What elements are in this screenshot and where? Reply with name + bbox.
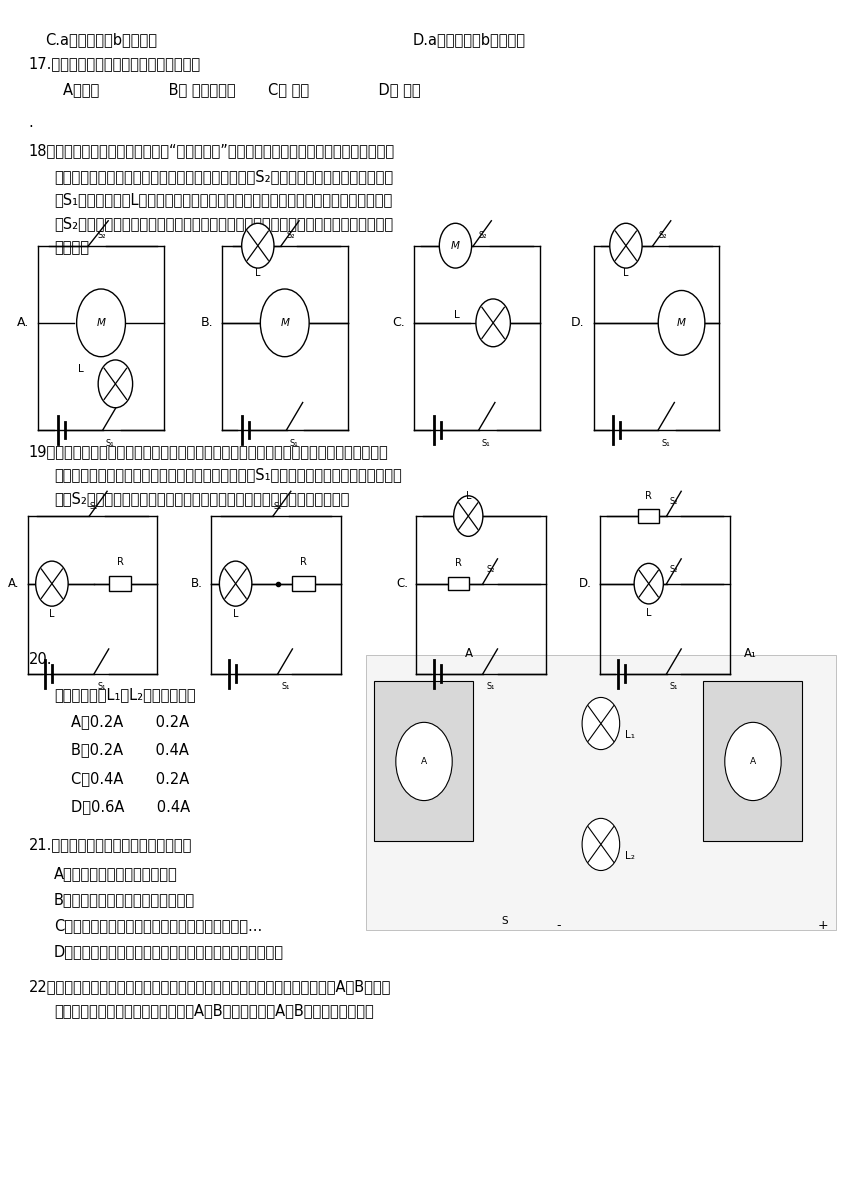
Circle shape [582,698,620,749]
Text: L: L [646,607,652,618]
Circle shape [634,563,663,604]
FancyBboxPatch shape [366,655,836,930]
Circle shape [35,561,68,606]
Text: 关S₁闭合，指示灯L亮，但电机不工作；从车头取出头盔并戴上后，头盔内遥控设备遥: 关S₁闭合，指示灯L亮，但电机不工作；从车头取出头盔并戴上后，头盔内遥控设备遥 [54,193,392,207]
Text: .: . [28,116,34,130]
Text: C.: C. [392,317,405,330]
Text: S₁: S₁ [482,438,490,448]
Circle shape [261,289,309,356]
Text: L: L [624,268,629,278]
Text: 18．张明同学发现，未戴头盔骑行“共享助力车”存在安全隐患。于是他设计以下改进方案：: 18．张明同学发现，未戴头盔骑行“共享助力车”存在安全隐患。于是他设计以下改进方… [28,143,395,157]
Text: S₂: S₂ [90,501,98,511]
Text: A．长度长的导体，电阔一定大: A．长度长的导体，电阔一定大 [54,866,178,881]
Circle shape [725,723,781,800]
Text: M: M [677,318,686,328]
Text: L: L [78,364,84,374]
Text: M: M [96,318,106,328]
Text: C．导体的电阔由其两端的电压和通过的电流来决...: C．导体的电阔由其两端的电压和通过的电流来决... [54,918,262,933]
Text: -: - [556,918,561,931]
Text: M: M [451,241,460,250]
Text: S₁: S₁ [661,438,670,448]
Bar [108,576,132,591]
Text: 22．如图所示，用同种材料制成两段长度相等，横截面积不同的圆柱形导体，A比B的横截: 22．如图所示，用同种材料制成两段长度相等，横截面积不同的圆柱形导体，A比B的横… [28,979,390,994]
Text: S₂: S₂ [273,501,282,511]
Text: 19．为了交通安全，驾驶员必须使用安全带。某汽车厂家为了提醒驾驶员系好安全带，做了: 19．为了交通安全，驾驶员必须使用安全带。某汽车厂家为了提醒驾驶员系好安全带，做… [28,444,388,459]
Circle shape [610,223,642,268]
Text: B．0.2A       0.4A: B．0.2A 0.4A [71,742,189,757]
Text: +: + [818,918,828,931]
Text: A: A [750,757,756,766]
Circle shape [219,561,252,606]
Circle shape [454,495,483,536]
Text: S₁: S₁ [290,438,298,448]
Text: R: R [455,559,462,568]
Text: L: L [233,610,238,619]
Text: D.: D. [571,317,585,330]
Circle shape [98,360,132,407]
Text: 则通过小灯泡L₁、L₂的电流分别是: 则通过小灯泡L₁、L₂的电流分别是 [54,687,196,701]
Text: L₁: L₁ [625,730,635,741]
Text: C.: C. [396,578,408,591]
Text: D．导体的电阔与导体的材料、长度和横截面积等因素有关: D．导体的电阔与导体的材料、长度和横截面积等因素有关 [54,944,284,959]
Text: D.: D. [579,578,592,591]
Text: S₂: S₂ [486,565,494,574]
Text: M: M [280,318,289,328]
Text: 在头盔内加装遥控设备，控制助力车工作电路中开关S₂的通断。骑行前，扫码成功后开: 在头盔内加装遥控设备，控制助力车工作电路中开关S₂的通断。骑行前，扫码成功后开 [54,169,393,183]
Text: L: L [49,610,55,619]
Circle shape [476,299,510,347]
Circle shape [77,289,126,356]
Text: 控S₂闭合，电动机才通电工作；若只戴头盔不扫码则无法骑行。下列电路符合以上设计: 控S₂闭合，电动机才通电工作；若只戴头盔不扫码则无法骑行。下列电路符合以上设计 [54,216,393,231]
Text: S₂: S₂ [670,565,679,574]
Text: A玻璃杯               B． 不锈錢汤匙       C． 瓷磗               D． 竹筋: A玻璃杯 B． 不锈錢汤匙 C． 瓷磗 D． 竹筋 [63,82,421,98]
Text: C.a是电流表，b是电压表: C.a是电流表，b是电压表 [46,32,157,48]
Text: A: A [421,757,427,766]
Text: B.: B. [191,578,203,591]
Text: S₂: S₂ [97,231,106,239]
Text: S₁: S₁ [281,682,290,691]
Circle shape [582,818,620,871]
Text: A.: A. [17,317,29,330]
Text: S₁: S₁ [106,438,114,448]
Text: S₁: S₁ [97,682,106,691]
Text: S₂: S₂ [286,231,295,239]
Circle shape [396,723,452,800]
Text: 面积大，将它们串联在电路中，比较A、B的电阔及通过A、B的电流关系分别是: 面积大，将它们串联在电路中，比较A、B的电阔及通过A、B的电流关系分别是 [54,1003,374,1018]
Text: A.: A. [8,578,20,591]
Bar [448,576,469,591]
Bar [292,576,315,591]
Text: S₂: S₂ [479,231,488,239]
Text: R: R [117,557,124,567]
Text: B.: B. [200,317,213,330]
Text: D.a是电压表，b是电流表: D.a是电压表，b是电流表 [413,32,526,48]
Text: L₂: L₂ [625,852,635,861]
Text: S₂: S₂ [658,231,666,239]
Text: S₂: S₂ [670,497,679,506]
Text: 如下设计：驾驶员坐上驾驶座位未系安全带时，开关S₁闭合，提示灯亮；系上安全带后，: 如下设计：驾驶员坐上驾驶座位未系安全带时，开关S₁闭合，提示灯亮；系上安全带后， [54,468,402,482]
Text: C．0.4A       0.2A: C．0.4A 0.2A [71,771,189,786]
FancyBboxPatch shape [374,681,473,841]
Text: B．横截面积大的导体，电阔一定小: B．横截面积大的导体，电阔一定小 [54,892,195,906]
Text: L: L [255,268,261,278]
Circle shape [658,291,705,355]
Text: A．0.2A       0.2A: A．0.2A 0.2A [71,715,189,729]
Text: A: A [464,647,472,660]
Text: S: S [501,917,507,927]
Text: 21.下列关于导体电阔的说法，正确的是: 21.下列关于导体电阔的说法，正确的是 [28,837,192,853]
Text: A₁: A₁ [744,647,757,660]
Text: R: R [300,557,307,567]
Text: D．0.6A       0.4A: D．0.6A 0.4A [71,799,190,815]
Text: 开关S₂也闭合，提示灯灯。如图所示的四个选项中，符合电路设计要求的是: 开关S₂也闭合，提示灯灯。如图所示的四个选项中，符合电路设计要求的是 [54,491,349,506]
Text: S₁: S₁ [486,682,494,691]
Text: L: L [454,311,460,320]
Circle shape [242,223,274,268]
Text: 17.下列餐具中，通常情况下属于导体的是: 17.下列餐具中，通常情况下属于导体的是 [28,56,200,71]
Bar [638,510,660,523]
FancyBboxPatch shape [703,681,802,841]
Text: L: L [465,492,471,501]
Circle shape [439,223,471,268]
Text: R: R [645,491,652,500]
Text: 要求的是: 要求的是 [54,239,89,255]
Text: 20.: 20. [28,653,52,667]
Text: S₁: S₁ [670,682,679,691]
